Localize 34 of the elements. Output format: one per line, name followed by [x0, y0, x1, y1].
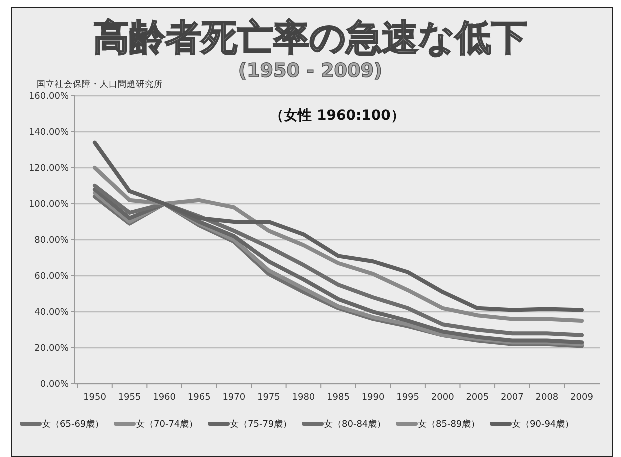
x-tick-label: 2008 — [536, 393, 559, 403]
x-tick-label: 1970 — [222, 393, 246, 403]
x-tick-label: 1990 — [362, 393, 386, 403]
x-tick-label: 2005 — [466, 393, 490, 403]
x-tick-label: 1995 — [396, 393, 420, 403]
y-tick-label: 120.00% — [28, 164, 70, 174]
annotation: （女性 1960:100） — [270, 108, 405, 124]
y-tick-label: 140.00% — [28, 128, 70, 138]
x-tick-label: 2007 — [500, 393, 524, 403]
x-tick-label: 1950 — [84, 393, 107, 403]
x-tick-label: 1955 — [118, 393, 142, 403]
legend-label: 女（75-79歳） — [230, 419, 292, 430]
x-tick-label: 1975 — [257, 393, 280, 403]
y-tick-label: 80.00% — [34, 236, 70, 246]
y-tick-label: 0.00% — [40, 380, 70, 390]
legend-label: 女（80-84歳） — [324, 419, 386, 430]
y-tick-label: 160.00% — [28, 92, 70, 102]
legend-label: 女（70-74歳） — [136, 419, 198, 430]
legend-label: 女（85-89歳） — [418, 419, 480, 430]
x-tick-label: 1980 — [292, 393, 316, 403]
y-tick-label: 40.00% — [34, 308, 70, 318]
x-tick-label: 2009 — [570, 393, 594, 403]
y-tick-label: 20.00% — [34, 344, 70, 354]
y-tick-label: 100.00% — [28, 200, 70, 210]
chart-subtitle: (1950 - 2009) — [238, 60, 383, 82]
legend-label: 女（90-94歳） — [512, 419, 574, 430]
x-tick-label: 2000 — [431, 393, 455, 403]
chart-title: 高齢者死亡率の急速な低下 — [94, 18, 528, 59]
x-tick-label: 1985 — [327, 393, 350, 403]
x-tick-label: 1965 — [188, 393, 211, 403]
y-tick-label: 60.00% — [34, 272, 70, 282]
legend-label: 女（65-69歳） — [42, 419, 104, 430]
x-tick-label: 1960 — [153, 393, 176, 403]
text: 国立社会保障・人口問題研究所 — [37, 79, 163, 90]
